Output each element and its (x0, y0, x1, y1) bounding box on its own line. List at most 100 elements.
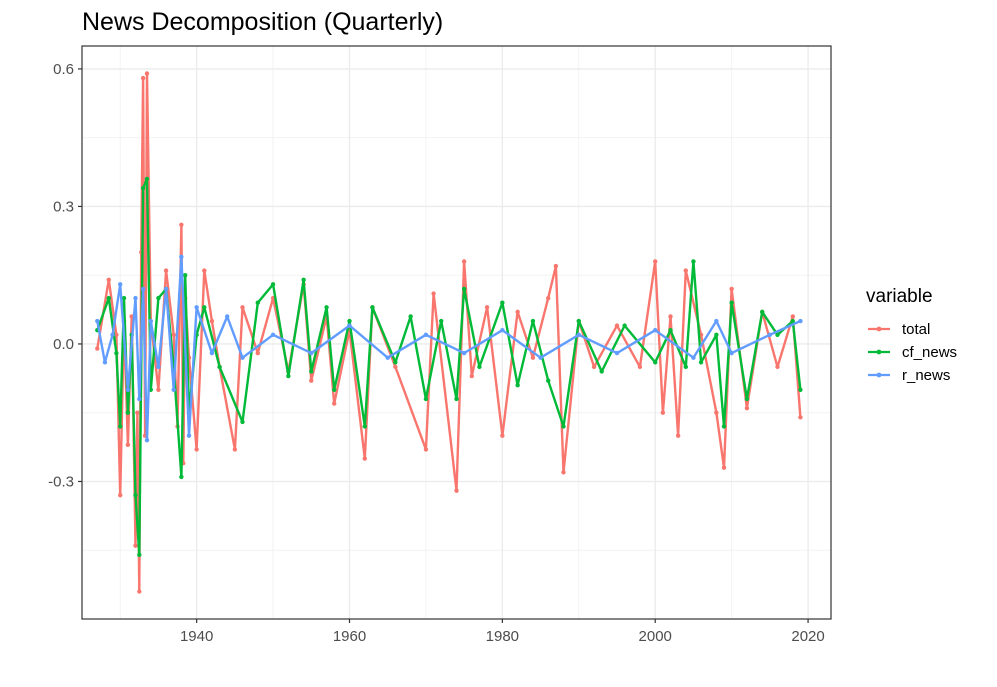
data-point (423, 332, 429, 337)
data-point (767, 332, 773, 337)
data-point (714, 332, 719, 337)
data-point (163, 286, 169, 292)
data-point (118, 424, 123, 429)
legend-key-point (876, 349, 882, 355)
x-tick-label: 1980 (486, 628, 519, 645)
data-point (209, 318, 215, 324)
data-point (179, 222, 184, 227)
data-point (309, 350, 314, 356)
data-point (714, 318, 719, 324)
data-point (194, 305, 199, 310)
data-point (454, 488, 459, 493)
data-point (114, 332, 119, 337)
legend-label: total (902, 321, 930, 338)
data-point (137, 552, 142, 558)
data-point (729, 286, 734, 292)
data-point (439, 318, 444, 324)
data-point (691, 259, 696, 264)
legend-key-point (876, 326, 882, 332)
x-tick-label: 1960 (333, 628, 366, 645)
data-point (144, 71, 150, 76)
data-point (186, 433, 192, 438)
data-point (171, 332, 176, 337)
data-point (500, 328, 505, 333)
data-point (561, 470, 566, 475)
data-point (423, 447, 429, 452)
data-point (790, 314, 795, 319)
data-point (232, 447, 238, 452)
data-point (729, 300, 734, 305)
data-point (309, 378, 314, 383)
data-point (393, 360, 398, 365)
data-point (454, 396, 459, 402)
data-point (106, 295, 111, 301)
data-point (171, 387, 176, 392)
data-point (461, 286, 467, 292)
data-point (301, 277, 306, 282)
data-point (133, 493, 138, 498)
data-point (798, 318, 803, 324)
series-r-news (95, 254, 803, 443)
data-point (118, 282, 123, 287)
data-point (653, 259, 658, 264)
data-point (591, 364, 597, 370)
data-point (798, 415, 803, 420)
data-point (144, 438, 150, 443)
data-point (714, 410, 719, 415)
data-point (614, 350, 620, 356)
series-cf-news (95, 176, 803, 558)
data-point (660, 410, 666, 415)
data-point (110, 332, 115, 337)
data-point (744, 405, 750, 411)
data-point (653, 360, 658, 365)
x-tick-label: 2000 (639, 628, 672, 645)
data-point (393, 364, 398, 370)
legend-label: r_news (902, 367, 950, 384)
data-point (217, 364, 222, 370)
data-point (324, 305, 329, 310)
data-point (362, 456, 367, 461)
data-point (118, 493, 123, 498)
data-point (721, 424, 727, 429)
data-point (240, 419, 245, 425)
data-point (125, 387, 131, 392)
data-point (95, 318, 100, 324)
data-point (240, 305, 245, 310)
data-point (286, 373, 291, 379)
data-point (461, 350, 467, 356)
data-point (135, 410, 140, 415)
data-point (106, 277, 111, 282)
data-point (148, 318, 153, 324)
data-point (637, 364, 643, 370)
panel-border (81, 45, 832, 620)
data-point (332, 401, 337, 406)
data-point (538, 355, 543, 360)
data-point (114, 350, 119, 356)
data-point (408, 314, 413, 319)
data-point (546, 378, 551, 383)
data-point (683, 364, 688, 370)
legend-item-cf-news: cf_news (868, 344, 957, 361)
legend-title: variable (866, 286, 933, 307)
series-line (96, 177, 802, 556)
data-point (133, 543, 138, 548)
series-layer (95, 71, 803, 594)
data-point (423, 396, 429, 402)
data-point (194, 447, 199, 452)
data-point (775, 364, 780, 370)
y-tick-label: -0.3 (48, 473, 74, 490)
data-point (270, 332, 276, 337)
legend-item-total: total (868, 321, 930, 338)
data-point (668, 314, 673, 319)
data-point (225, 314, 230, 319)
data-point (553, 263, 559, 269)
y-tick-label: 0.6 (53, 61, 74, 78)
data-point (614, 323, 620, 328)
data-point (385, 355, 390, 360)
data-point (500, 433, 505, 438)
data-point (202, 305, 207, 310)
series-line (96, 72, 802, 593)
data-point (729, 350, 734, 356)
data-point (347, 323, 352, 328)
